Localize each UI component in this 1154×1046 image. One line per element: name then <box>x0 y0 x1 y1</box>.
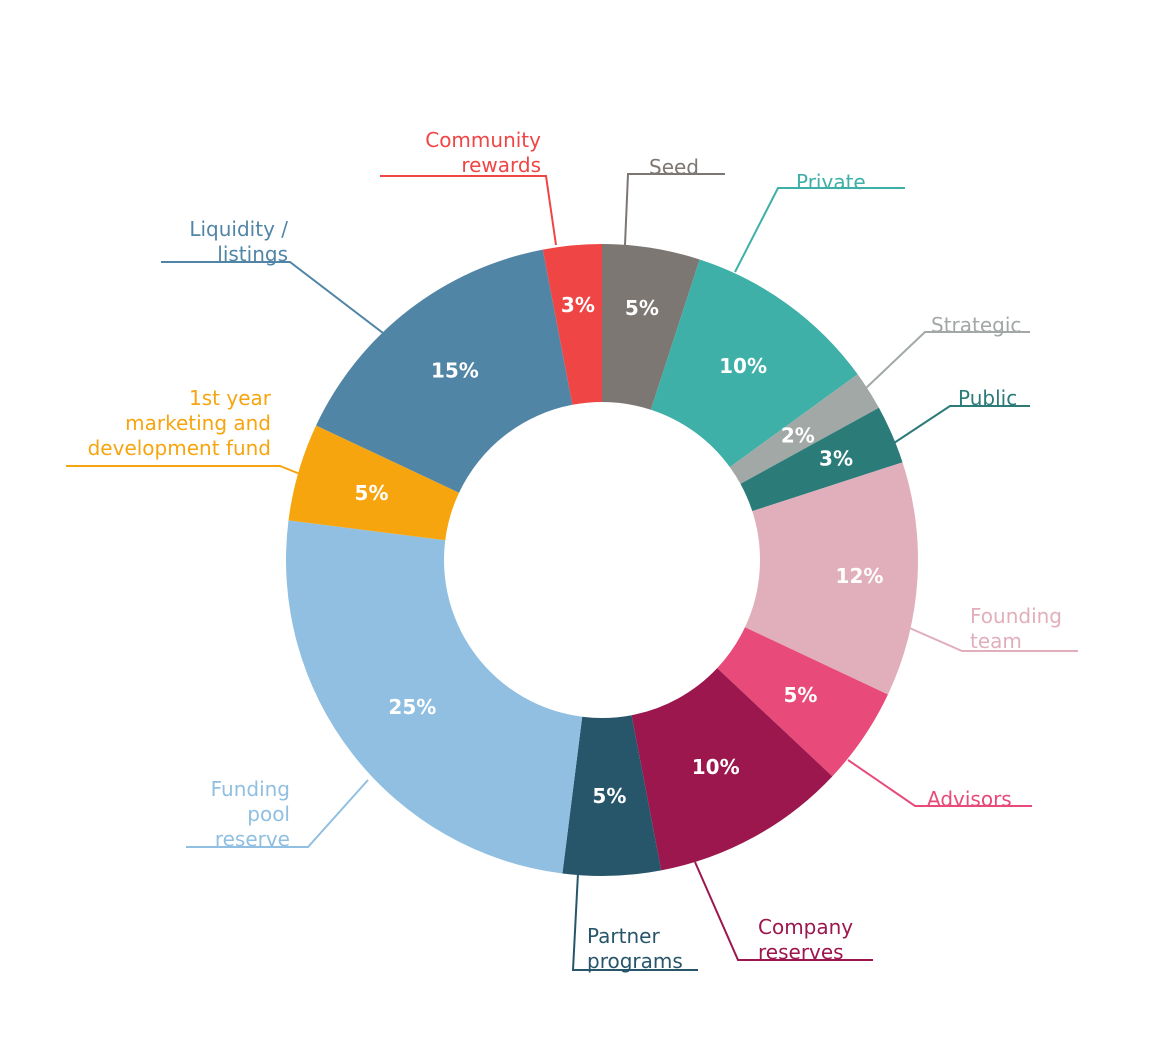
slice-label-partner-programs: Partner programs <box>587 924 683 973</box>
percent-label-community-rewards: 3% <box>561 293 595 317</box>
slice-label-line: Seed <box>649 155 699 179</box>
percent-label-private: 10% <box>719 354 767 378</box>
slice-label-1st-year-marketing-and-development-fund: 1st year marketing and development fund <box>88 386 272 460</box>
slice-label-line: Strategic <box>931 313 1021 337</box>
percent-label-public: 3% <box>819 447 853 471</box>
leader-line-funding-pool-reserve <box>186 779 369 848</box>
slice-label-line: Liquidity / <box>189 217 288 241</box>
leader-line-strategic <box>865 331 1030 389</box>
slice-label-line: listings <box>217 242 288 266</box>
leader-line-community-rewards <box>380 175 557 246</box>
slice-label-public: Public <box>958 386 1017 410</box>
slice-label-community-rewards: Community rewards <box>425 128 541 177</box>
leader-line-founding-team <box>904 625 1078 652</box>
leader-line-liquidity-listings <box>161 261 384 334</box>
leader-line-1st-year-marketing-and-development-fund <box>66 465 301 475</box>
leader-line-private <box>734 187 905 273</box>
slice-1st-year-marketing-and-development-fund <box>288 425 460 541</box>
leader-lines <box>66 173 1078 971</box>
slice-label-private: Private <box>796 170 866 194</box>
slice-partner-programs <box>562 715 662 876</box>
slice-label-line: Community <box>425 128 541 152</box>
percent-label-seed: 5% <box>625 296 659 320</box>
percent-label-partner-programs: 5% <box>592 784 626 808</box>
percent-label-founding-team: 12% <box>836 564 884 588</box>
slice-funding-pool-reserve <box>286 520 583 874</box>
slice-label-line: Founding <box>970 604 1062 628</box>
slice-label-funding-pool-reserve: Funding pool reserve <box>211 777 290 851</box>
donut-slices <box>286 244 918 876</box>
slice-label-line: team <box>970 629 1022 653</box>
slice-label-line: reserve <box>215 827 290 851</box>
slice-label-line: Company <box>758 915 853 939</box>
slice-liquidity-listings <box>316 249 573 493</box>
percent-label-company-reserves: 10% <box>692 755 740 779</box>
leader-line-advisors <box>847 759 1032 807</box>
percent-labels: 5%10%2%3%12%5%10%5%25%5%15%3% <box>355 293 884 808</box>
slice-label-line: programs <box>587 949 683 973</box>
percent-label-liquidity-listings: 15% <box>431 358 479 382</box>
slice-community-rewards <box>542 244 602 405</box>
slice-company-reserves <box>631 668 833 871</box>
slice-label-line: rewards <box>461 153 541 177</box>
slice-label-line: Public <box>958 386 1017 410</box>
percent-label-strategic: 2% <box>781 424 815 448</box>
slice-seed <box>602 244 700 410</box>
slice-founding-team <box>744 462 918 695</box>
slice-label-line: pool <box>247 802 290 826</box>
slice-label-line: Advisors <box>927 787 1012 811</box>
slice-label-line: Partner <box>587 924 660 948</box>
slice-label-seed: Seed <box>649 155 699 179</box>
slice-label-line: Funding <box>211 777 290 801</box>
slice-label-company-reserves: Company reserves <box>758 915 853 964</box>
slice-label-strategic: Strategic <box>931 313 1021 337</box>
slice-label-line: Private <box>796 170 866 194</box>
slice-label-line: development fund <box>88 436 271 460</box>
leader-line-seed <box>624 173 725 246</box>
percent-label-1st-year-marketing-and-development-fund: 5% <box>355 481 389 505</box>
slice-private <box>650 259 858 468</box>
slice-label-line: marketing and <box>125 411 271 435</box>
slice-advisors <box>717 627 888 777</box>
slice-label-founding-team: Founding team <box>970 604 1062 653</box>
slice-label-liquidity-listings: Liquidity / listings <box>189 217 288 266</box>
percent-label-funding-pool-reserve: 25% <box>388 695 436 719</box>
leader-line-company-reserves <box>694 861 873 961</box>
leader-line-partner-programs <box>571 872 698 971</box>
leader-line-public <box>893 405 1030 444</box>
slice-label-line: reserves <box>758 940 844 964</box>
slice-label-advisors: Advisors <box>927 787 1012 811</box>
slice-labels: Seed Private Strategic Public Founding team Ad… <box>88 128 1062 973</box>
percent-label-advisors: 5% <box>784 683 818 707</box>
slice-strategic <box>729 374 879 484</box>
slice-public <box>740 407 903 512</box>
slice-label-line: 1st year <box>189 386 272 410</box>
